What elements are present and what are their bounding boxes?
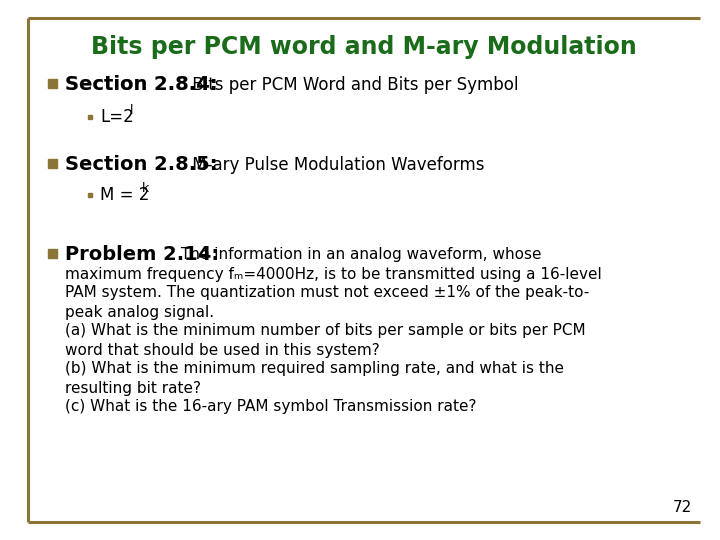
Text: Section 2.8.4:: Section 2.8.4: bbox=[65, 76, 217, 94]
FancyBboxPatch shape bbox=[48, 248, 56, 258]
Text: word that should be used in this system?: word that should be used in this system? bbox=[65, 342, 379, 357]
Text: Bits per PCM word and M-ary Modulation: Bits per PCM word and M-ary Modulation bbox=[91, 35, 637, 59]
Text: (c) What is the 16-ary PAM symbol Transmission rate?: (c) What is the 16-ary PAM symbol Transm… bbox=[65, 400, 477, 415]
Text: PAM system. The quantization must not exceed ±1% of the peak-to-: PAM system. The quantization must not ex… bbox=[65, 286, 589, 300]
Text: M = 2: M = 2 bbox=[100, 186, 149, 204]
Text: Section 2.8.4:: Section 2.8.4: bbox=[65, 76, 217, 94]
FancyBboxPatch shape bbox=[48, 78, 56, 87]
Text: resulting bit rate?: resulting bit rate? bbox=[65, 381, 201, 395]
Text: Section 2.8.4:: Section 2.8.4: bbox=[65, 76, 569, 94]
FancyBboxPatch shape bbox=[48, 159, 56, 167]
Text: Bits per PCM Word and Bits per Symbol: Bits per PCM Word and Bits per Symbol bbox=[187, 76, 518, 94]
Text: The information in an analog waveform, whose: The information in an analog waveform, w… bbox=[176, 247, 541, 262]
Text: maximum frequency fₘ=4000Hz, is to be transmitted using a 16-level: maximum frequency fₘ=4000Hz, is to be tr… bbox=[65, 267, 602, 281]
Text: M-ary Pulse Modulation Waveforms: M-ary Pulse Modulation Waveforms bbox=[187, 156, 485, 174]
Text: (b) What is the minimum required sampling rate, and what is the: (b) What is the minimum required samplin… bbox=[65, 361, 564, 376]
Text: (a) What is the minimum number of bits per sample or bits per PCM: (a) What is the minimum number of bits p… bbox=[65, 323, 585, 339]
Text: l: l bbox=[130, 105, 133, 118]
Text: 72: 72 bbox=[672, 501, 692, 516]
Text: Section 2.8.5:: Section 2.8.5: bbox=[65, 156, 217, 174]
Text: peak analog signal.: peak analog signal. bbox=[65, 305, 214, 320]
Text: k: k bbox=[142, 183, 149, 195]
Text: Problem 2.14:: Problem 2.14: bbox=[65, 246, 219, 265]
Text: L=2: L=2 bbox=[100, 108, 134, 126]
